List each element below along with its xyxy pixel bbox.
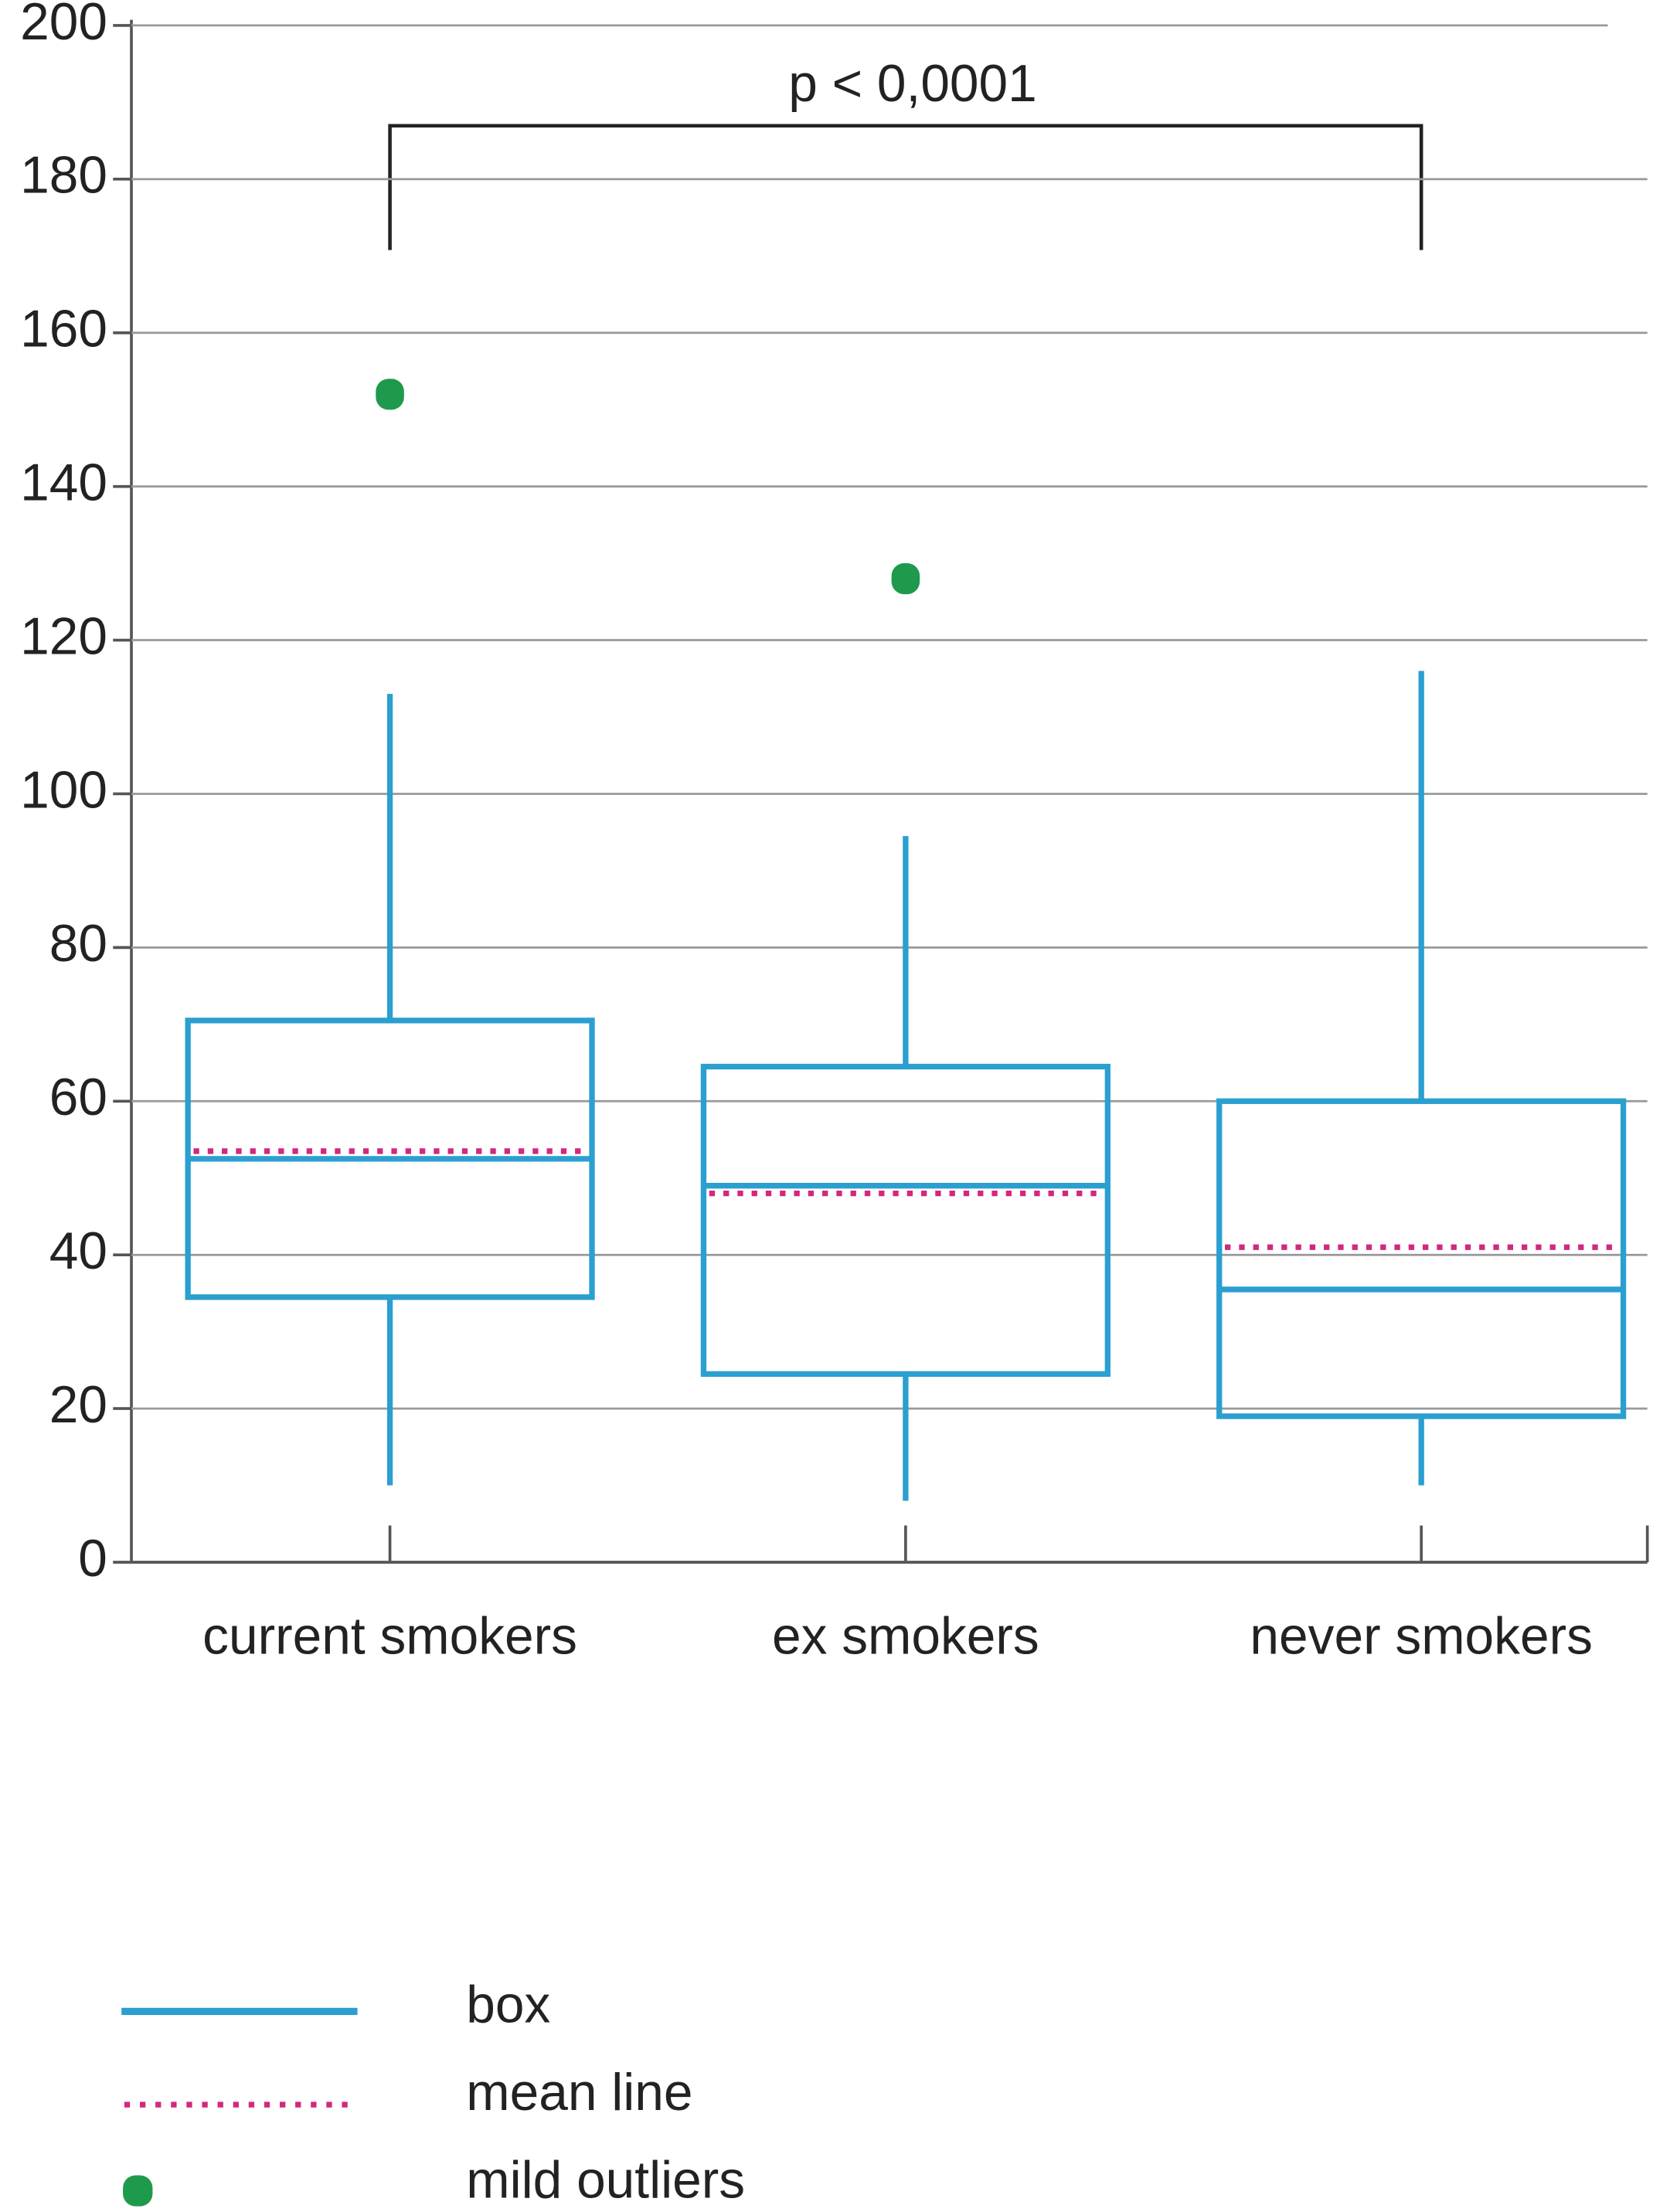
box <box>700 1063 1111 1378</box>
outlier <box>891 562 920 595</box>
significance-bracket <box>388 124 1423 250</box>
y-tick-label: 180 <box>20 147 107 205</box>
x-tick-label: current smokers <box>202 1607 577 1665</box>
y-tick-label: 200 <box>20 0 107 51</box>
box <box>1216 1098 1627 1419</box>
legend-swatch <box>123 2175 153 2207</box>
legend-label: box <box>466 1976 550 2034</box>
y-tick-label: 40 <box>49 1222 107 1280</box>
legend-label: mean line <box>466 2064 692 2122</box>
outlier <box>376 379 404 410</box>
y-tick-label: 20 <box>49 1376 107 1434</box>
y-tick-label: 160 <box>20 301 107 358</box>
annotation: p < 0,0001 <box>788 55 1037 113</box>
y-tick-label: 0 <box>78 1530 107 1588</box>
x-tick-label: ex smokers <box>772 1607 1039 1665</box>
y-tick-label: 120 <box>20 607 107 665</box>
legend-label: mild outliers <box>466 2151 745 2209</box>
y-tick-label: 80 <box>49 915 107 973</box>
y-tick-label: 60 <box>49 1069 107 1126</box>
y-tick-label: 140 <box>20 454 107 512</box>
x-tick-label: never smokers <box>1250 1607 1592 1665</box>
y-tick-label: 100 <box>20 761 107 819</box>
